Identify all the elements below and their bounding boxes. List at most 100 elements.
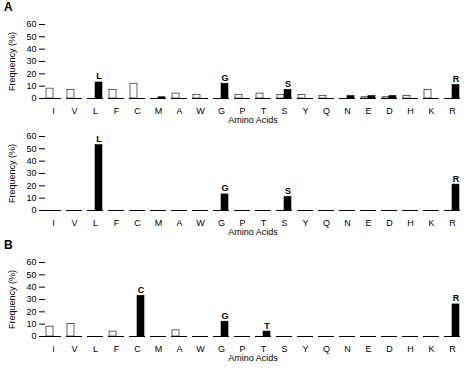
- svg-text:40: 40: [26, 282, 36, 292]
- svg-text:K: K: [428, 344, 434, 354]
- svg-text:0: 0: [31, 93, 36, 103]
- html-text:A: A: [4, 0, 13, 14]
- svg-text:T: T: [260, 217, 267, 228]
- svg-text:C: C: [134, 106, 141, 116]
- svg-text:D: D: [386, 106, 393, 116]
- svg-text:10: 10: [26, 81, 36, 91]
- svg-text:40: 40: [26, 156, 36, 166]
- svg-text:I: I: [52, 106, 55, 116]
- svg-text:60: 60: [26, 257, 36, 267]
- svg-text:H: H: [407, 106, 414, 116]
- svg-text:L: L: [96, 71, 102, 81]
- svg-text:L: L: [96, 134, 102, 144]
- svg-text:20: 20: [26, 307, 36, 317]
- svg-text:M: M: [155, 218, 163, 228]
- svg-text:Frequency (%): Frequency (%): [7, 32, 17, 91]
- svg-text:R: R: [453, 174, 460, 184]
- svg-text:L: L: [93, 344, 98, 354]
- svg-text:I: I: [52, 218, 55, 228]
- svg-text:G: G: [221, 183, 228, 193]
- svg-text:R: R: [449, 344, 456, 354]
- svg-text:Frequency (%): Frequency (%): [7, 270, 17, 329]
- svg-text:T: T: [264, 321, 270, 331]
- svg-text:W: W: [196, 344, 205, 354]
- svg-text:A: A: [176, 218, 182, 228]
- svg-text:0: 0: [31, 205, 36, 215]
- svg-text:M: M: [155, 344, 163, 354]
- svg-text:G: G: [218, 218, 225, 228]
- svg-text:D: D: [386, 344, 393, 354]
- html-text:B: B: [4, 238, 13, 252]
- svg-text:20: 20: [26, 181, 36, 191]
- svg-text:G: G: [221, 73, 228, 83]
- svg-text:A: A: [176, 106, 182, 116]
- svg-text:Amino Acids: Amino Acids: [228, 353, 278, 363]
- svg-text:Y: Y: [302, 218, 308, 228]
- svg-text:V: V: [71, 106, 77, 116]
- svg-text:C: C: [134, 344, 141, 354]
- svg-text:30: 30: [26, 56, 36, 66]
- svg-text:S: S: [281, 106, 287, 116]
- svg-text:V: V: [71, 344, 77, 354]
- svg-text:W: W: [196, 218, 205, 228]
- svg-text:40: 40: [26, 44, 36, 54]
- svg-text:K: K: [428, 218, 434, 228]
- svg-text:P: P: [239, 217, 246, 228]
- svg-text:10: 10: [26, 193, 36, 203]
- svg-text:M: M: [155, 106, 163, 116]
- svg-text:G: G: [218, 344, 225, 354]
- svg-text:L: L: [93, 106, 98, 116]
- svg-text:R: R: [449, 106, 456, 116]
- svg-text:Q: Q: [323, 218, 330, 228]
- svg-text:0: 0: [31, 331, 36, 341]
- svg-text:R: R: [453, 293, 460, 303]
- svg-text:V: V: [71, 218, 77, 228]
- svg-text:60: 60: [26, 131, 36, 141]
- svg-text:F: F: [114, 344, 120, 354]
- svg-text:L: L: [93, 218, 98, 228]
- svg-text:R: R: [453, 74, 460, 84]
- svg-text:10: 10: [26, 319, 36, 329]
- svg-text:60: 60: [26, 19, 36, 29]
- svg-text:50: 50: [26, 270, 36, 280]
- svg-text:T: T: [260, 105, 267, 116]
- svg-text:P: P: [239, 105, 246, 116]
- svg-text:W: W: [196, 106, 205, 116]
- svg-text:E: E: [365, 218, 371, 228]
- svg-text:E: E: [365, 344, 371, 354]
- svg-text:20: 20: [26, 69, 36, 79]
- svg-text:G: G: [221, 311, 228, 321]
- svg-text:50: 50: [26, 32, 36, 42]
- svg-text:H: H: [407, 218, 414, 228]
- svg-text:Amino Acids: Amino Acids: [228, 227, 278, 237]
- svg-text:Y: Y: [302, 106, 308, 116]
- svg-text:A: A: [176, 344, 182, 354]
- svg-text:Amino Acids: Amino Acids: [228, 115, 278, 125]
- svg-text:P: P: [239, 343, 246, 354]
- svg-text:F: F: [114, 106, 120, 116]
- svg-text:30: 30: [26, 168, 36, 178]
- svg-text:Frequency (%): Frequency (%): [7, 144, 17, 203]
- svg-text:Q: Q: [323, 344, 330, 354]
- svg-text:N: N: [344, 106, 351, 116]
- svg-text:F: F: [114, 218, 120, 228]
- svg-text:C: C: [138, 285, 145, 295]
- svg-text:Q: Q: [323, 106, 330, 116]
- svg-text:Y: Y: [302, 344, 308, 354]
- svg-text:N: N: [344, 344, 351, 354]
- svg-text:E: E: [365, 106, 371, 116]
- svg-text:S: S: [285, 186, 291, 196]
- svg-text:50: 50: [26, 144, 36, 154]
- svg-text:C: C: [134, 218, 141, 228]
- svg-text:I: I: [52, 344, 55, 354]
- svg-text:N: N: [344, 218, 351, 228]
- svg-text:R: R: [449, 218, 456, 228]
- svg-text:H: H: [407, 344, 414, 354]
- svg-text:S: S: [281, 344, 287, 354]
- svg-text:K: K: [428, 106, 434, 116]
- svg-text:S: S: [281, 218, 287, 228]
- svg-text:S: S: [285, 79, 291, 89]
- svg-text:G: G: [218, 106, 225, 116]
- svg-text:D: D: [386, 218, 393, 228]
- svg-text:30: 30: [26, 294, 36, 304]
